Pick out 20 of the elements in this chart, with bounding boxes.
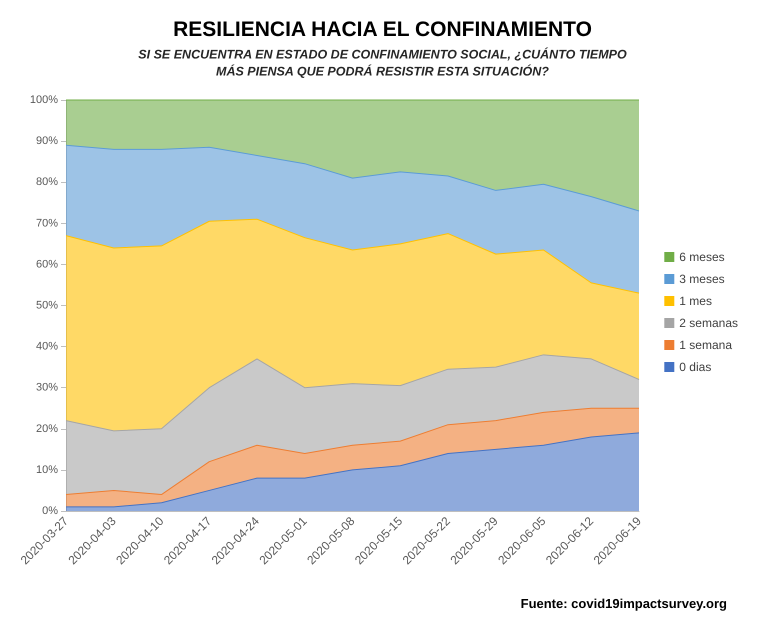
legend-label: 1 semana [679,338,732,352]
y-tick-label: 0% [42,505,58,517]
source-note: Fuente: covid19impactsurvey.org [520,596,728,611]
legend-label: 2 semanas [679,316,738,330]
chart-title: RESILIENCIA HACIA EL CONFINAMIENTO [173,18,592,41]
y-tick-label: 40% [36,340,58,353]
y-tick-label: 100% [30,94,58,106]
legend-label: 1 mes [679,294,712,308]
legend-label: 3 meses [679,272,725,286]
chart-subtitle: SI SE ENCUENTRA EN ESTADO DE CONFINAMIENTO SOCIAL, ¿CUÁNTO TIEMPO MÁS PIENSA QUE PODRÁ RESISTIR ESTA SITUACIÓN? [138,46,628,78]
y-tick-label: 10% [36,464,58,476]
y-tick-label: 90% [36,135,58,148]
y-tick-label: 30% [36,382,58,394]
y-tick-label: 80% [36,176,58,188]
y-tick-label: 20% [36,422,58,435]
y-tick-label: 70% [36,217,58,230]
y-tick-label: 50% [36,300,58,312]
legend-label: 0 dias [679,360,712,374]
y-tick-label: 60% [36,258,58,270]
legend-label: 6 meses [679,250,725,264]
